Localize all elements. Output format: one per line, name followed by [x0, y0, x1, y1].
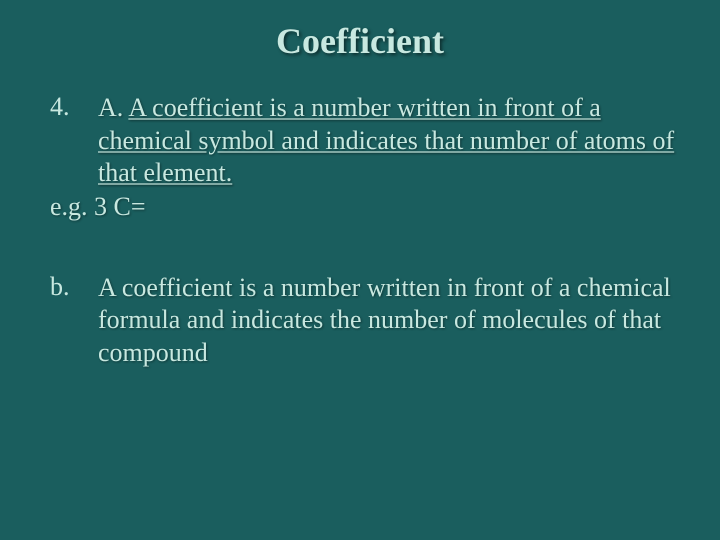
content-block-b: b. A coefficient is a number written in … [40, 272, 680, 370]
item-a-prefix: A. [98, 93, 128, 122]
item-b-prefix: b. [50, 272, 70, 302]
item-a-body: A coefficient is a number written in fro… [98, 93, 674, 187]
slide-container: Coefficient 4. A. A coefficient is a num… [0, 0, 720, 540]
slide-title: Coefficient [40, 20, 680, 62]
item-b-text: A coefficient is a number written in fro… [98, 272, 680, 370]
example-line: e.g. 3 C= [50, 192, 680, 222]
item-a-text: A. A coefficient is a number written in … [98, 92, 680, 190]
list-number: 4. [50, 92, 70, 122]
content-block-a: 4. A. A coefficient is a number written … [40, 92, 680, 222]
